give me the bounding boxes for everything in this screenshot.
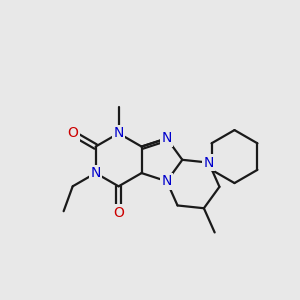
Text: N: N [113, 126, 124, 140]
Text: O: O [113, 206, 124, 220]
Text: N: N [162, 131, 172, 146]
Text: N: N [203, 156, 214, 170]
Text: N: N [91, 166, 101, 180]
Text: O: O [67, 126, 78, 140]
Text: N: N [162, 174, 172, 188]
